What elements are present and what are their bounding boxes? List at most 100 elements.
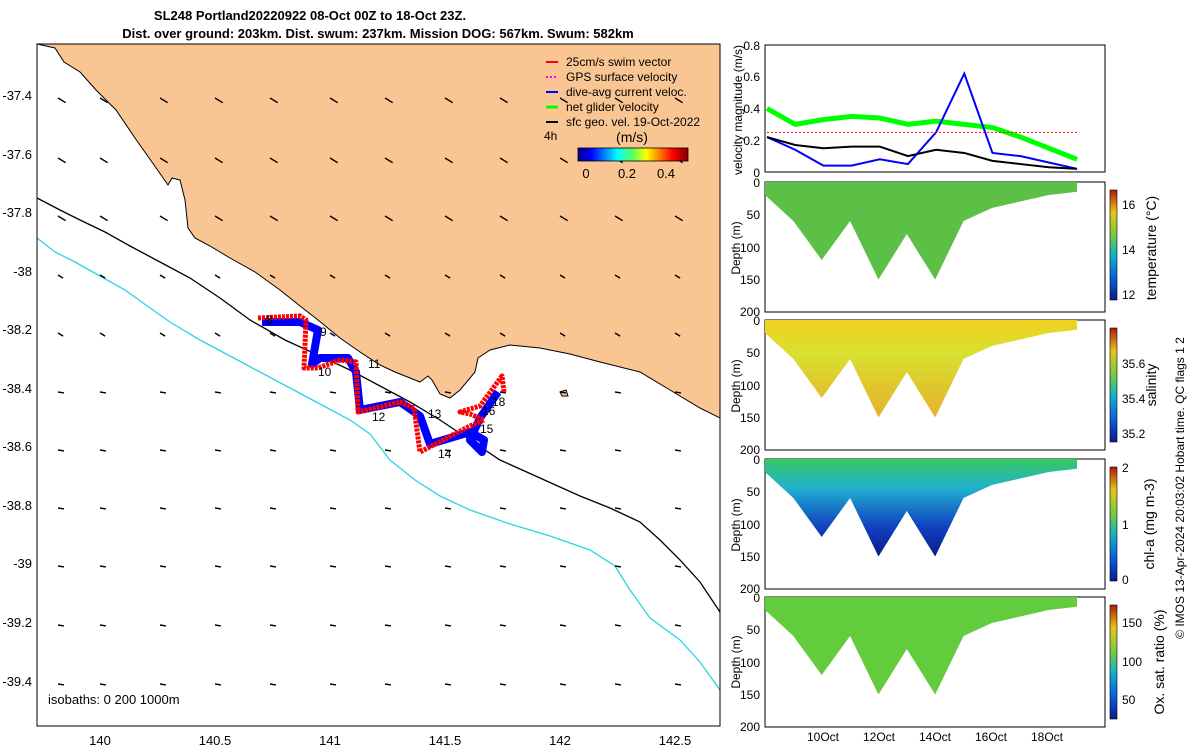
velocity-arrow: [214, 449, 222, 452]
velocity-arrow: [614, 449, 622, 452]
velocity-arrow: [499, 683, 507, 686]
velocity-arrow: [499, 391, 507, 394]
oxygen-cbar-label: Ox. sat. ratio (%): [1151, 609, 1167, 714]
velocity-arrow: [329, 157, 339, 164]
velocity-arrow: [614, 274, 621, 279]
velocity-arrow: [614, 332, 621, 337]
velocity-arrow: [674, 215, 684, 222]
oxygen-ylabel: Depth (m): [729, 635, 743, 688]
isobath-200m: [37, 197, 720, 613]
velocity-arrow: [57, 274, 64, 279]
velocity-arrow: [329, 507, 337, 510]
velocity-arrow: [384, 215, 394, 222]
chla-ytick: 150: [740, 550, 760, 564]
velocity-arrow: [674, 683, 682, 686]
salinity-ytick: 150: [740, 411, 760, 425]
velocity-arrow: [559, 507, 567, 510]
oxygen-colorbar: [1109, 604, 1118, 720]
track-day-label-10: 10: [318, 365, 332, 379]
velocity-arrow: [384, 507, 392, 510]
lon-tick: 140: [89, 733, 111, 748]
velocity-arrow: [99, 624, 107, 627]
velocity-arrow: [499, 215, 509, 222]
map-colorbar: [577, 147, 689, 162]
lat-tick: -38: [13, 264, 32, 279]
temperature-ytick: 200: [740, 305, 760, 319]
velocity-ylabel: velocity magnitude (m/s): [731, 45, 745, 175]
velocity-arrow: [674, 332, 681, 337]
velocity-arrow: [214, 624, 222, 627]
salinity-cbar-tick: 35.2: [1122, 427, 1146, 441]
velocity-arrow: [159, 97, 169, 104]
chla-cbar-tick: 0: [1122, 573, 1129, 587]
velocity-arrow: [614, 97, 624, 104]
velocity-arrow: [444, 274, 451, 279]
lat-tick: -39: [13, 556, 32, 571]
velocity-arrow: [269, 157, 279, 164]
chla-cbar-tick: 1: [1122, 518, 1129, 532]
map-lat-axis: -37.4 -37.6 -37.8 -38 -38.2 -38.4 -38.6 …: [2, 88, 32, 689]
legend-label-net: net glider velocity: [566, 100, 659, 114]
track-day-label-18: 18: [492, 395, 506, 409]
oxygen-ytick: 0: [753, 591, 760, 605]
oxygen-cbar-tick: 50: [1122, 693, 1136, 707]
velocity-arrow: [559, 274, 566, 279]
velocity-panel: 0 0.2 0.4 0.6 0.8 velocity magnitude (m/…: [731, 39, 1106, 180]
velocity-arrow: [269, 97, 279, 104]
velocity-arrow: [614, 624, 622, 627]
velocity-arrow: [614, 507, 622, 510]
salinity-panel: 0 50 100 150 200 Depth (m) 35.2 35.4 35.…: [729, 314, 1159, 457]
temperature-panel: 0 50 100 150 200 Depth (m) 12 14 16 temp…: [729, 176, 1159, 319]
track-day-label-8: 8: [266, 313, 273, 327]
lat-tick: -38.8: [2, 498, 32, 513]
velocity-arrow: [214, 332, 221, 337]
velocity-arrow: [329, 565, 337, 568]
velocity-arrow: [384, 565, 392, 568]
title-line-1: SL248 Portland20220922 08-Oct 00Z to 18-…: [154, 8, 466, 23]
temperature-cbar-label: temperature (°C): [1143, 196, 1159, 300]
land-polygon: [37, 44, 720, 419]
glider-track: 8 9 10 11 12 13 14 15 16 18: [257, 313, 507, 461]
velocity-axes: [764, 44, 1106, 173]
chla-ytick: 200: [740, 582, 760, 596]
temperature-cbar-tick: 16: [1122, 198, 1136, 212]
section-panels: 0 50 100 150 200 Depth (m) 12 14 16 temp…: [729, 176, 1167, 744]
velocity-arrow: [57, 565, 65, 568]
velocity-arrow: [214, 683, 222, 686]
chla-panel: 0 50 100 150 200 Depth (m) 0 1 2 chl-a (…: [729, 453, 1157, 596]
velocity-arrow: [674, 391, 682, 394]
time-xtick: 10Oct: [807, 730, 840, 744]
velocity-arrow: [99, 683, 107, 686]
map-frame: [36, 43, 721, 727]
velocity-arrow: [499, 157, 509, 164]
velocity-arrow: [559, 215, 569, 222]
velocity-series: [765, 70, 1078, 170]
map-colorbar-tick-1: 0.2: [618, 166, 636, 181]
lat-tick: -37.4: [2, 88, 32, 103]
velocity-arrow: [214, 97, 224, 104]
velocity-arrow: [99, 97, 109, 104]
velocity-arrow: [214, 391, 222, 394]
velocity-arrow: [614, 391, 622, 394]
velocity-series-line: [766, 70, 1078, 170]
chla-ytick: 50: [747, 485, 761, 499]
velocity-arrow: [269, 332, 276, 337]
lon-tick: 141: [319, 733, 341, 748]
legend-label-gps: GPS surface velocity: [566, 70, 677, 84]
time-xtick: 14Oct: [919, 730, 952, 744]
track-day-label-15: 15: [480, 422, 494, 436]
velocity-arrow: [57, 97, 67, 104]
velocity-ytick: 0.2: [743, 134, 760, 148]
map-colorbar-tick-2: 0.4: [657, 166, 675, 181]
temperature-cbar-tick: 12: [1122, 288, 1136, 302]
lat-tick: -39.4: [2, 674, 32, 689]
velocity-arrow: [384, 683, 392, 686]
oxygen-cbar-tick: 100: [1122, 655, 1142, 669]
lat-tick: -38.6: [2, 439, 32, 454]
chla-cbar-label: chl-a (mg m-3): [1141, 478, 1157, 569]
velocity-arrow: [444, 215, 454, 222]
velocity-arrow: [214, 157, 224, 164]
velocity-arrow: [384, 391, 392, 394]
velocity-arrow: [559, 97, 569, 104]
temperature-cbar-tick: 14: [1122, 243, 1136, 257]
